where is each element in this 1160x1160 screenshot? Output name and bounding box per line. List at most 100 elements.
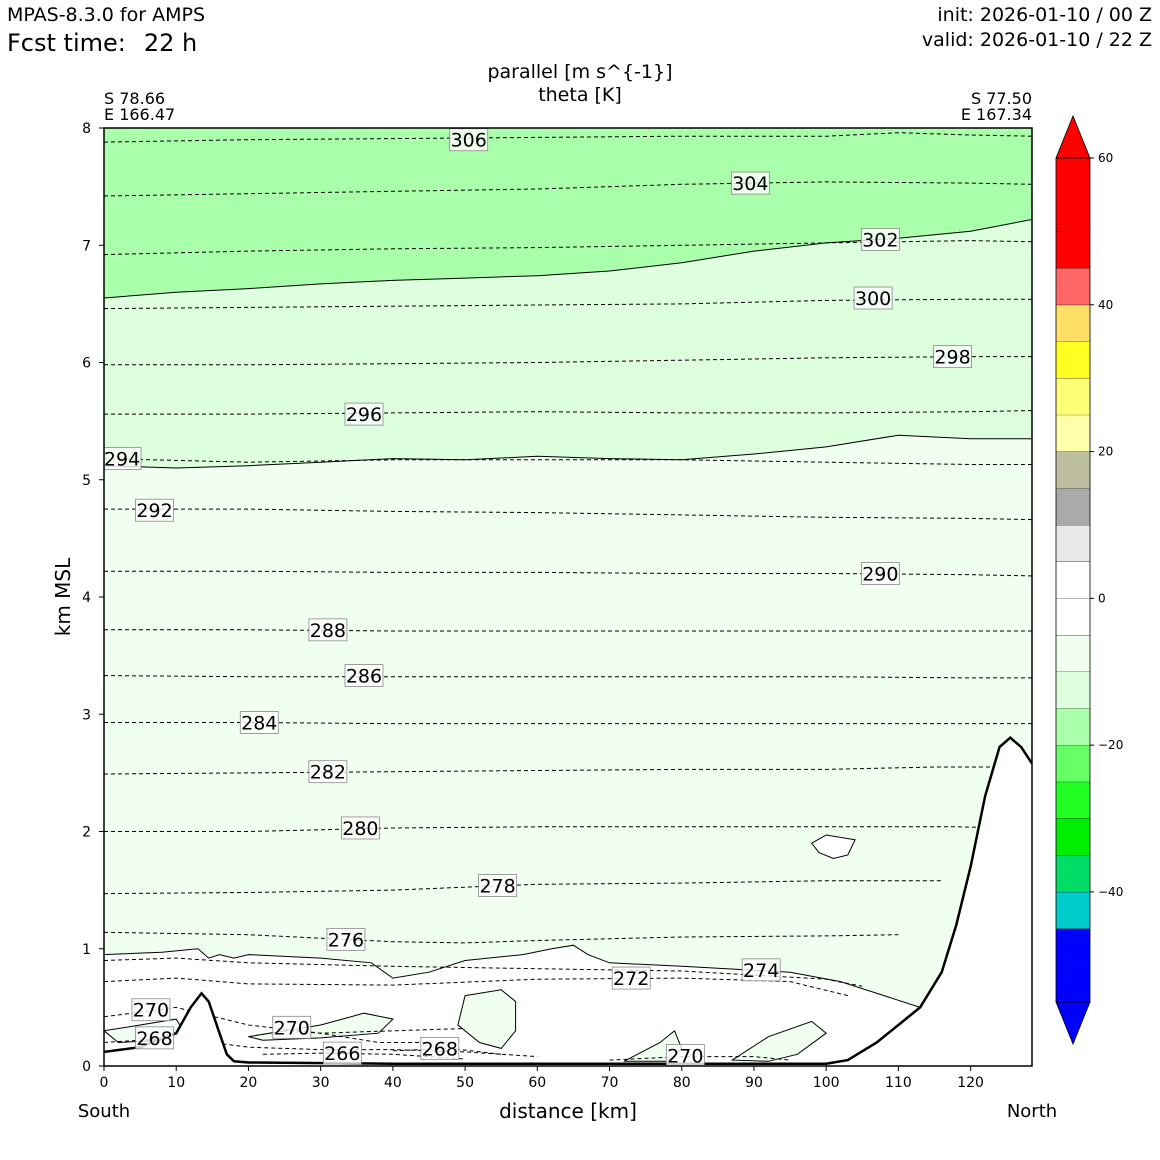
theta-label-text: 294 bbox=[104, 449, 140, 471]
theta-contour-306 bbox=[104, 132, 1032, 143]
colorbar-segment bbox=[1056, 965, 1090, 1002]
left-endpoint-lon: E 166.47 bbox=[104, 105, 175, 124]
theta-label-290: 290 bbox=[860, 562, 900, 586]
left-endpoint-lat: S 78.66 bbox=[104, 89, 165, 108]
colorbar-segment bbox=[1056, 158, 1090, 232]
y-tick-label: 7 bbox=[82, 238, 91, 254]
init-time: init: 2026-01-10 / 00 Z bbox=[937, 4, 1152, 26]
theta-label-text: 300 bbox=[855, 288, 891, 310]
theta-label-text: 286 bbox=[346, 666, 382, 688]
theta-label-282: 282 bbox=[308, 760, 348, 784]
theta-contour-280 bbox=[104, 826, 1007, 832]
colorbar-segment bbox=[1056, 488, 1090, 525]
theta-label-text: 280 bbox=[342, 818, 378, 840]
theta-label-text: 270 bbox=[667, 1045, 703, 1067]
theta-label-text: 284 bbox=[241, 712, 277, 734]
x-tick-label: 30 bbox=[312, 1075, 330, 1091]
x-tick-label: 100 bbox=[813, 1075, 840, 1091]
colorbar-segment bbox=[1056, 818, 1090, 856]
theta-label-270: 270 bbox=[131, 998, 171, 1022]
forecast-time-value: 22 h bbox=[143, 29, 198, 57]
theta-contour-290 bbox=[104, 570, 1032, 577]
y-tick-label: 8 bbox=[82, 121, 91, 137]
theta-label-306: 306 bbox=[449, 128, 489, 152]
y-tick-label: 5 bbox=[82, 473, 91, 489]
theta-label-294: 294 bbox=[104, 447, 142, 471]
colorbar-frame bbox=[1055, 157, 1091, 1003]
colorbar-segment bbox=[1056, 671, 1090, 709]
colorbar-segment bbox=[1056, 855, 1090, 892]
colorbar-segment bbox=[1056, 268, 1090, 305]
theta-label-text: 290 bbox=[862, 564, 898, 586]
colorbar: 60 40 20 0 −20 −40 bbox=[1055, 114, 1123, 1046]
fill-island-0 bbox=[810, 834, 856, 860]
y-tick-label: 6 bbox=[82, 356, 91, 372]
colorbar-segment bbox=[1056, 378, 1090, 415]
theta-contour-274 bbox=[104, 957, 863, 987]
theta-label-text: 270 bbox=[133, 1000, 169, 1022]
theta-label-text: 266 bbox=[324, 1043, 360, 1065]
theta-label-296: 296 bbox=[344, 402, 384, 426]
theta-contour-270 bbox=[609, 1056, 791, 1061]
theta-label-text: 274 bbox=[743, 960, 779, 982]
terrain-line bbox=[104, 736, 1032, 1065]
colorbar-segment bbox=[1056, 708, 1090, 746]
x-tick-label: 80 bbox=[673, 1075, 691, 1091]
theta-contour-278 bbox=[104, 880, 942, 895]
colorbar-tick-label: 0 bbox=[1098, 591, 1106, 605]
theta-label-268: 268 bbox=[420, 1037, 460, 1060]
theta-contour-292 bbox=[104, 508, 1032, 521]
colorbar-extend-low bbox=[1055, 1001, 1091, 1046]
theta-contour-286 bbox=[104, 675, 1032, 679]
colorbar-tick-label: −40 bbox=[1098, 885, 1123, 899]
theta-label-286: 286 bbox=[344, 664, 384, 688]
theta-label-284: 284 bbox=[239, 711, 279, 734]
theta-contour-294 bbox=[104, 458, 1032, 465]
x-tick-label: 120 bbox=[957, 1075, 984, 1091]
colorbar-extend-high bbox=[1055, 114, 1091, 159]
colorbar-segment bbox=[1056, 598, 1090, 636]
theta-label-text: 288 bbox=[310, 620, 346, 642]
y-tick-label: 0 bbox=[82, 1059, 91, 1075]
theta-label-text: 306 bbox=[451, 130, 487, 152]
theta-label-text: 268 bbox=[422, 1038, 458, 1060]
colorbar-segment bbox=[1056, 891, 1090, 929]
x-end-label-south: South bbox=[78, 1101, 130, 1122]
theta-label-276: 276 bbox=[326, 927, 366, 951]
theta-label-278: 278 bbox=[478, 874, 517, 897]
colorbar-segment bbox=[1056, 451, 1090, 489]
x-axis-label: distance [km] bbox=[499, 1099, 637, 1123]
forecast-time-label: Fcst time: bbox=[7, 29, 126, 57]
theta-label-298: 298 bbox=[933, 345, 972, 369]
theta-label-text: 298 bbox=[934, 347, 970, 369]
colorbar-tick-label: 20 bbox=[1098, 445, 1113, 459]
x-tick-label: 50 bbox=[456, 1075, 474, 1091]
theta-label-text: 282 bbox=[310, 762, 346, 784]
theta-label-text: 296 bbox=[346, 404, 382, 426]
theta-contour-296 bbox=[104, 410, 1032, 415]
theta-label-text: 268 bbox=[136, 1028, 172, 1050]
theta-contour-302 bbox=[104, 240, 1032, 256]
theta-label-266: 266 bbox=[322, 1041, 362, 1065]
x-tick-label: 20 bbox=[240, 1075, 258, 1091]
x-tick-label: 110 bbox=[885, 1075, 912, 1091]
theta-label-text: 302 bbox=[862, 229, 898, 251]
colorbar-segment bbox=[1056, 745, 1090, 782]
theta-label-text: 304 bbox=[732, 173, 768, 195]
chart-title-line2: theta [K] bbox=[538, 84, 622, 106]
theta-label-268: 268 bbox=[135, 1026, 174, 1050]
model-title: MPAS-8.3.0 for AMPS bbox=[7, 4, 206, 26]
y-axis-label: km MSL bbox=[51, 557, 75, 636]
y-tick-label: 3 bbox=[82, 707, 91, 723]
theta-label-292: 292 bbox=[135, 498, 174, 522]
colorbar-segment bbox=[1056, 561, 1090, 599]
right-endpoint-lat: S 77.50 bbox=[971, 89, 1032, 108]
theta-label-300: 300 bbox=[853, 286, 893, 310]
theta-label-270: 270 bbox=[665, 1044, 705, 1067]
theta-label-270: 270 bbox=[272, 1015, 312, 1039]
theta-contour-288 bbox=[104, 629, 1032, 632]
chart-title-line1: parallel [m s^{-1}] bbox=[487, 61, 672, 83]
right-endpoint-lon: E 167.34 bbox=[961, 105, 1032, 124]
fill-island-1 bbox=[457, 989, 517, 1049]
